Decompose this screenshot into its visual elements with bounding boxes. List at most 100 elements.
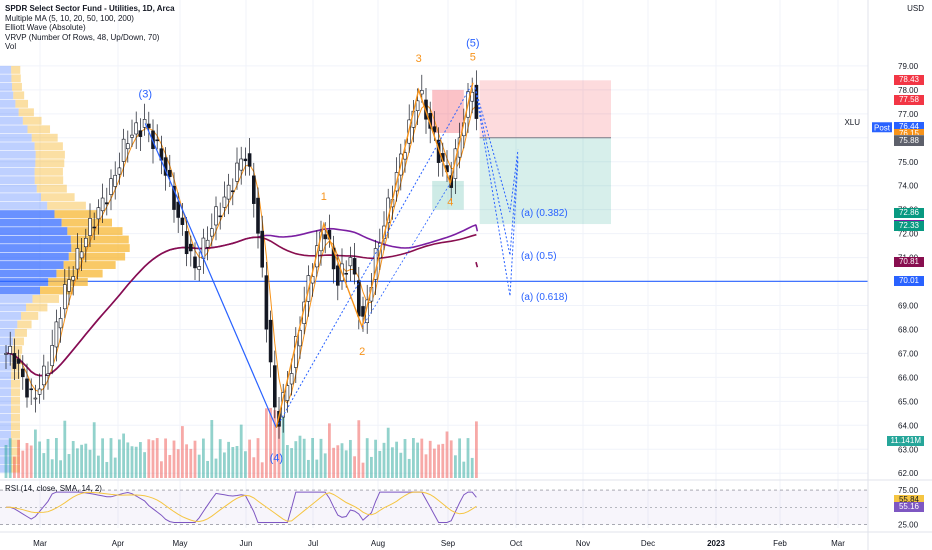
volume-profile-row [41,193,75,202]
volume-bar [323,453,327,478]
candle-body [134,122,138,135]
post-badge [872,122,892,133]
volume-profile-row [0,295,33,303]
volume-bar [449,440,453,478]
volume-bar [118,439,121,478]
volume-bars [4,407,478,478]
candle-body [264,275,269,330]
volume-profile-row [0,74,12,83]
rsi-tick-label: 25.00 [898,521,919,530]
volume-profile-row [11,447,21,456]
indicator-vrvp: VRVP (Number Of Rows, 48, Up/Down, 70) [5,32,160,42]
volume-bar [21,450,25,478]
wave4-box [432,180,464,210]
candle-body [176,201,180,218]
wave-label: 5 [470,52,476,64]
volume-bar [424,454,428,478]
target-label: (a) (0.5) [521,251,557,262]
volume-profile-row [54,210,100,219]
volume-profile-row [11,388,21,397]
candle-body [84,237,88,248]
candle-body [62,284,67,310]
candle-body [197,266,201,270]
volume-bar [55,438,58,478]
volume-profile [0,65,130,473]
volume-profile-row [61,218,112,227]
moving-average-line [6,233,477,377]
volume-bar [80,444,83,478]
x-tick-label: 2023 [707,539,725,548]
volume-profile-row [0,439,12,448]
volume-profile-row [0,379,12,388]
volume-bar [420,438,424,478]
volume-bar [260,462,264,478]
y-tick-label: 75.00 [898,158,919,167]
price-tag: 76.44 [894,122,924,133]
chart-title: SPDR Select Sector Fund - Utilities, 1D,… [5,4,175,13]
volume-bar [59,460,62,478]
volume-profile-row [11,439,21,448]
wave-label: 4 [447,196,453,208]
volume-profile-row [34,167,63,176]
candle-body [256,197,260,234]
volume-bar [273,410,277,478]
volume-bar [302,438,306,478]
wave-labels: (3) (4) 1 2 3 4 5 (5) (a) (0.382) (a) (0.5) (a) (0… [139,38,568,465]
volume-profile-row [11,405,21,414]
candle-body [92,226,96,229]
indicator-elliott: Elliott Wave (Absolute) [5,23,86,32]
volume-bar [46,438,50,478]
volume-profile-row [11,413,21,422]
candle-body [235,162,239,182]
volume-profile-row [0,396,12,405]
wave-label: (4) [270,453,283,465]
wave-label: (3) [139,88,152,100]
volume-bar [298,435,302,478]
currency-label[interactable]: USD [907,4,924,13]
candle-body [168,169,172,178]
volume-bar [286,445,289,478]
volume-bar [244,451,247,478]
candle-body [105,202,109,205]
candle-body [331,247,336,270]
volume-bar [441,443,445,478]
candle-body [470,91,475,102]
volume-bar [223,452,226,478]
volume-bar [403,439,407,478]
volume-bar [130,446,134,478]
candle-body [205,239,210,248]
y-tick-label: 77.00 [898,110,919,119]
x-tick-label: Feb [773,539,787,548]
volume-profile-row [0,125,28,134]
candle-body [474,84,479,119]
volume-bar [290,448,293,478]
volume-bar [248,439,251,478]
volume-profile-row [18,108,34,117]
volume-bar [109,438,113,478]
wave-label: 3 [416,53,422,65]
volume-bar [231,447,235,478]
candle-body [29,388,34,391]
volume-profile-row [56,269,103,278]
candle-body [184,231,189,255]
volume-bar [25,443,29,478]
candle-body [432,126,437,133]
price-tag: 77.58 [894,94,924,105]
candle-body [12,353,17,369]
target-label: (a) (0.618) [521,292,568,303]
candle-body [172,185,176,210]
volume-profile-row [11,396,21,405]
volume-bar [315,459,319,478]
volume-bar [277,420,281,478]
volume-bar [71,441,75,478]
y-tick-label: 66.00 [898,373,919,382]
volume-profile-row [0,269,57,278]
volume-profile-row [14,328,27,337]
volume-profile-row [0,328,15,337]
volume-bar [332,447,335,478]
candle-body [189,243,193,252]
volume-bar [88,449,92,478]
volume-bar [349,439,352,478]
volume-bar [34,429,37,478]
